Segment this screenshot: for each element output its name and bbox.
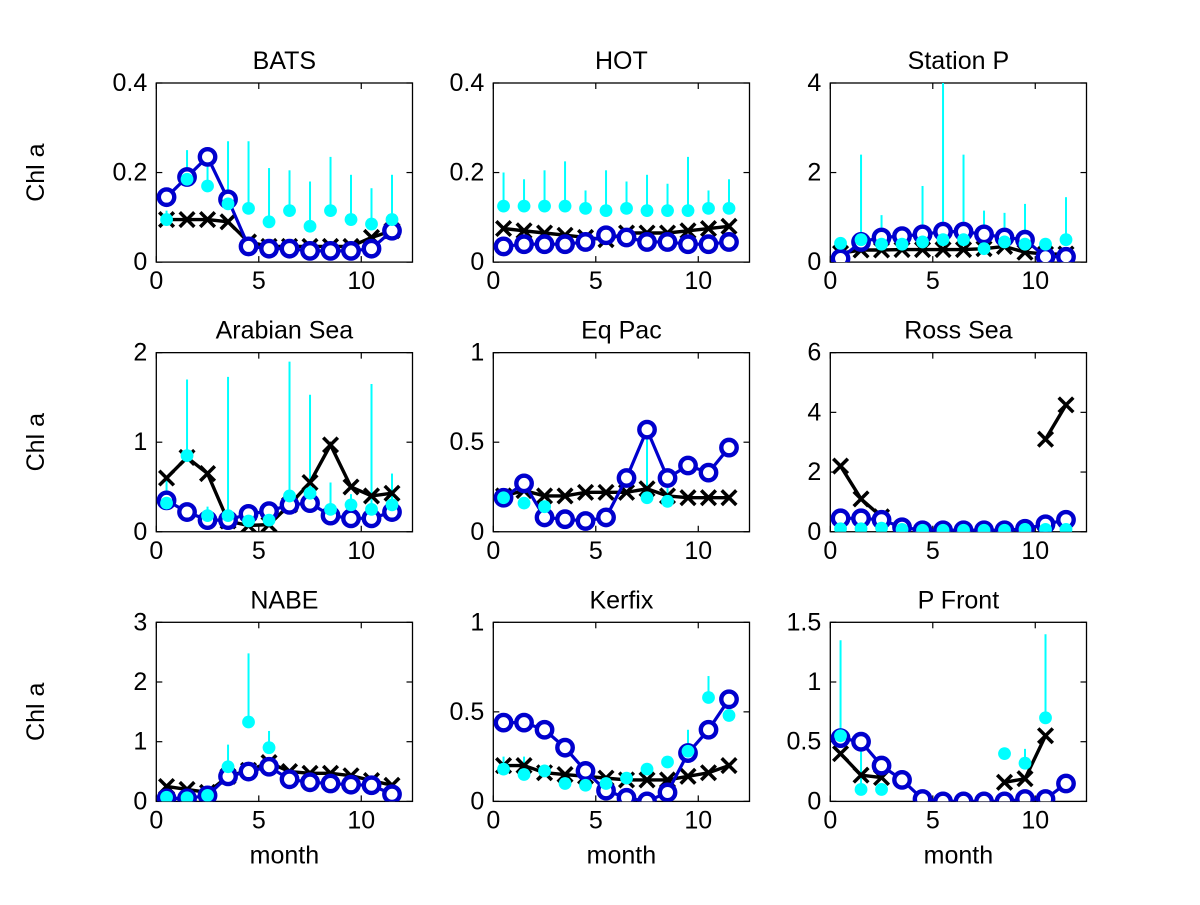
svg-text:0: 0 <box>807 787 821 815</box>
svg-text:month: month <box>587 841 656 869</box>
svg-text:Ross Sea: Ross Sea <box>904 317 1012 345</box>
svg-text:0.2: 0.2 <box>113 159 148 187</box>
svg-text:NABE: NABE <box>250 586 318 614</box>
svg-text:3: 3 <box>133 608 147 636</box>
svg-text:0: 0 <box>807 248 821 276</box>
svg-text:5: 5 <box>926 267 940 295</box>
svg-text:Eq Pac: Eq Pac <box>581 317 662 345</box>
svg-text:0.4: 0.4 <box>113 69 148 97</box>
svg-text:P Front: P Front <box>918 586 1000 614</box>
svg-text:month: month <box>924 841 993 869</box>
svg-text:10: 10 <box>684 806 712 834</box>
svg-text:0.4: 0.4 <box>450 69 485 97</box>
svg-text:10: 10 <box>1021 806 1049 834</box>
svg-text:0: 0 <box>486 267 500 295</box>
svg-text:10: 10 <box>684 537 712 565</box>
svg-text:1.5: 1.5 <box>787 608 822 636</box>
svg-text:0: 0 <box>149 537 163 565</box>
svg-text:BATS: BATS <box>253 47 316 75</box>
svg-text:1: 1 <box>470 608 484 636</box>
svg-text:0: 0 <box>470 518 484 546</box>
svg-text:5: 5 <box>589 537 603 565</box>
svg-text:2: 2 <box>807 159 821 187</box>
svg-text:2: 2 <box>133 339 147 367</box>
svg-text:10: 10 <box>347 806 375 834</box>
svg-text:Kerfix: Kerfix <box>589 586 653 614</box>
svg-text:Chl a: Chl a <box>22 413 50 471</box>
svg-text:0: 0 <box>807 518 821 546</box>
svg-text:0: 0 <box>133 518 147 546</box>
svg-text:5: 5 <box>252 537 266 565</box>
svg-text:0.2: 0.2 <box>450 159 485 187</box>
svg-text:10: 10 <box>1021 267 1049 295</box>
svg-text:0: 0 <box>823 267 837 295</box>
svg-text:month: month <box>250 841 319 869</box>
svg-text:10: 10 <box>347 537 375 565</box>
svg-text:1: 1 <box>133 728 147 756</box>
svg-text:2: 2 <box>807 458 821 486</box>
svg-text:HOT: HOT <box>595 47 648 75</box>
svg-text:0: 0 <box>149 267 163 295</box>
svg-text:0.5: 0.5 <box>450 428 485 456</box>
svg-text:1: 1 <box>470 339 484 367</box>
svg-text:4: 4 <box>807 398 821 426</box>
svg-text:Station P: Station P <box>908 47 1009 75</box>
svg-text:5: 5 <box>589 806 603 834</box>
svg-text:0: 0 <box>133 248 147 276</box>
svg-text:4: 4 <box>807 69 821 97</box>
svg-text:1: 1 <box>807 668 821 696</box>
svg-text:0: 0 <box>470 248 484 276</box>
svg-text:5: 5 <box>926 537 940 565</box>
svg-text:1: 1 <box>133 428 147 456</box>
svg-text:0: 0 <box>486 806 500 834</box>
svg-text:0: 0 <box>823 537 837 565</box>
svg-text:0.5: 0.5 <box>450 698 485 726</box>
svg-text:0: 0 <box>133 787 147 815</box>
svg-text:5: 5 <box>589 267 603 295</box>
svg-text:6: 6 <box>807 339 821 367</box>
svg-text:5: 5 <box>252 267 266 295</box>
svg-text:Arabian Sea: Arabian Sea <box>216 317 354 345</box>
svg-text:10: 10 <box>1021 537 1049 565</box>
svg-text:10: 10 <box>347 267 375 295</box>
svg-text:Chl a: Chl a <box>22 143 50 201</box>
svg-text:2: 2 <box>133 668 147 696</box>
svg-text:0: 0 <box>486 537 500 565</box>
svg-text:10: 10 <box>684 267 712 295</box>
svg-text:Chl a: Chl a <box>22 683 50 741</box>
svg-text:0.5: 0.5 <box>787 728 822 756</box>
svg-text:0: 0 <box>470 787 484 815</box>
svg-text:5: 5 <box>252 806 266 834</box>
svg-text:0: 0 <box>149 806 163 834</box>
svg-text:0: 0 <box>823 806 837 834</box>
svg-text:5: 5 <box>926 806 940 834</box>
